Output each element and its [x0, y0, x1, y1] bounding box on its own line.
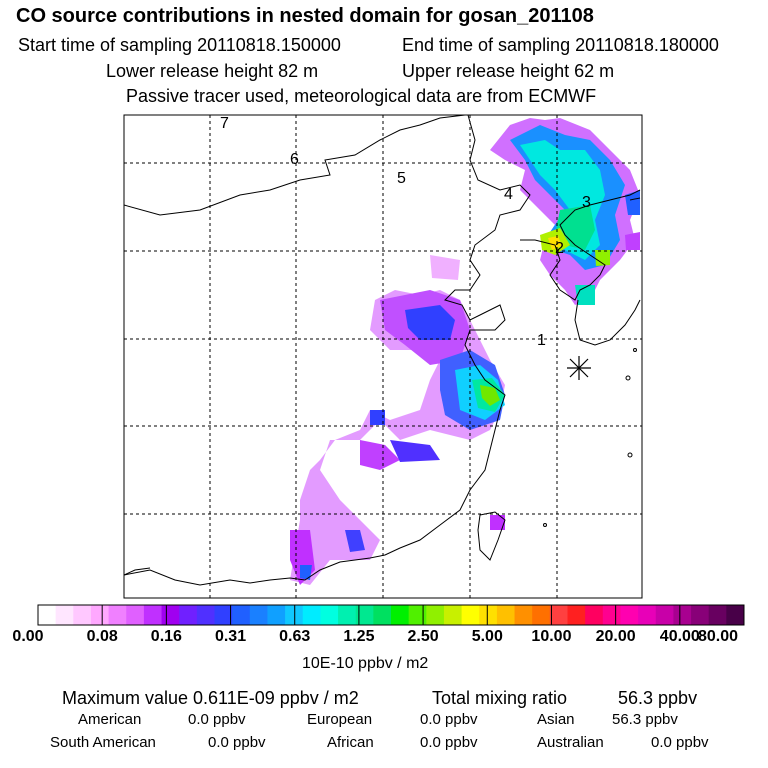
- colorbar-tick-label: 0.00: [12, 628, 44, 645]
- colorbar-swatch: [196, 605, 215, 625]
- total-mixing-value: 56.3 ppbv: [618, 688, 698, 708]
- upper-height-label: Upper release height 62 m: [402, 61, 615, 81]
- region-value-south-american: 0.0 ppbv: [208, 734, 266, 751]
- colorbar-tick-label: 20.00: [595, 628, 636, 645]
- page-title: CO source contributions in nested domain…: [16, 5, 594, 27]
- colorbar-swatch: [638, 605, 657, 625]
- colorbar-tick-label: 80.00: [697, 628, 739, 645]
- colorbar-tick-label: 0.31: [214, 628, 247, 645]
- day-label-3: 3: [582, 194, 591, 211]
- colorbar-swatch: [408, 605, 427, 625]
- colorbar-tick-label: 10.00: [531, 628, 572, 645]
- colorbar-swatch: [73, 605, 92, 625]
- colorbar-swatch: [249, 605, 268, 625]
- region-value-american: 0.0 ppbv: [188, 711, 246, 728]
- colorbar-swatch: [708, 605, 727, 625]
- colorbar-swatch: [443, 605, 463, 625]
- region-name-asian: Asian: [537, 711, 575, 728]
- colorbar-swatch: [655, 605, 674, 625]
- colorbar-swatch: [108, 605, 127, 625]
- region-name-european: European: [307, 711, 373, 728]
- colorbar-tick-label: 0.08: [86, 628, 118, 645]
- colorbar-tick-label: 5.00: [471, 628, 503, 645]
- colorbar-tick-label: 2.50: [407, 628, 439, 645]
- region-value-european: 0.0 ppbv: [420, 711, 478, 728]
- concentration-field: [290, 118, 640, 585]
- colorbar-swatch: [320, 605, 339, 625]
- map-frame: [123, 114, 643, 599]
- coastline: [124, 115, 641, 586]
- star-icon: [567, 356, 591, 380]
- colorbar-swatch: [620, 605, 639, 625]
- colorbar-frame: [37, 604, 745, 626]
- region-name-american: American: [78, 711, 142, 728]
- day-label-6: 6: [290, 151, 299, 168]
- colorbar-swatch: [179, 605, 198, 625]
- region-value-asian: 56.3 ppbv: [612, 711, 678, 728]
- max-value-label: Maximum value 0.611E-09 ppbv / m2: [62, 688, 359, 708]
- map-grid: [124, 115, 642, 598]
- colorbar-tick-label: 40.00: [659, 628, 700, 645]
- colorbar-swatch: [285, 605, 304, 625]
- colorbar-swatch: [532, 605, 551, 625]
- info-label: Passive tracer used, meteorological data…: [126, 86, 597, 106]
- colorbar-swatch: [373, 605, 392, 625]
- colorbar-swatch: [726, 605, 745, 625]
- day-label-2: 2: [555, 240, 564, 257]
- region-value-australian: 0.0 ppbv: [651, 734, 709, 751]
- colorbar-swatch: [426, 605, 445, 625]
- colorbar-swatch: [514, 605, 533, 625]
- colorbar-swatch: [267, 605, 286, 625]
- total-mixing-label: Total mixing ratio: [432, 688, 568, 708]
- colorbar-swatch: [338, 605, 357, 625]
- colorbar-swatch: [90, 605, 110, 625]
- colorbar-swatch: [355, 605, 374, 625]
- day-label-1: 1: [537, 332, 546, 349]
- colorbar-swatch: [38, 605, 57, 625]
- colorbar-swatch: [602, 605, 621, 625]
- colorbar-swatch: [691, 605, 710, 625]
- colorbar-tick-label: 0.16: [150, 628, 182, 645]
- colorbar: [37, 604, 745, 626]
- colorbar-tick-label: 0.63: [279, 628, 311, 645]
- day-label-5: 5: [397, 170, 406, 187]
- colorbar-swatch: [391, 605, 410, 625]
- colorbar-swatch: [461, 605, 480, 625]
- day-label-7: 7: [220, 115, 229, 132]
- colorbar-swatch: [567, 605, 586, 625]
- region-name-australian: Australian: [537, 734, 604, 751]
- colorbar-swatch: [302, 605, 321, 625]
- colorbar-swatch: [143, 605, 163, 625]
- region-name-south-american: South American: [50, 734, 156, 751]
- end-time-label: End time of sampling 20110818.180000: [402, 35, 719, 55]
- colorbar-swatch: [585, 605, 604, 625]
- colorbar-swatch: [55, 605, 74, 625]
- colorbar-swatch: [479, 605, 498, 625]
- colorbar-swatch: [673, 605, 692, 625]
- lower-height-label: Lower release height 82 m: [106, 61, 319, 81]
- colorbar-swatch: [232, 605, 251, 625]
- region-value-african: 0.0 ppbv: [420, 734, 478, 751]
- start-time-label: Start time of sampling 20110818.150000: [18, 35, 341, 55]
- colorbar-swatch: [496, 605, 516, 625]
- day-label-4: 4: [504, 186, 513, 203]
- colorbar-tick-label: 1.25: [343, 628, 375, 645]
- colorbar-swatch: [126, 605, 145, 625]
- region-name-african: African: [327, 734, 374, 751]
- colorbar-swatch: [549, 605, 568, 625]
- colorbar-swatch: [161, 605, 180, 625]
- colorbar-unit: 10E-10 ppbv / m2: [302, 655, 429, 672]
- colorbar-swatch: [214, 605, 233, 625]
